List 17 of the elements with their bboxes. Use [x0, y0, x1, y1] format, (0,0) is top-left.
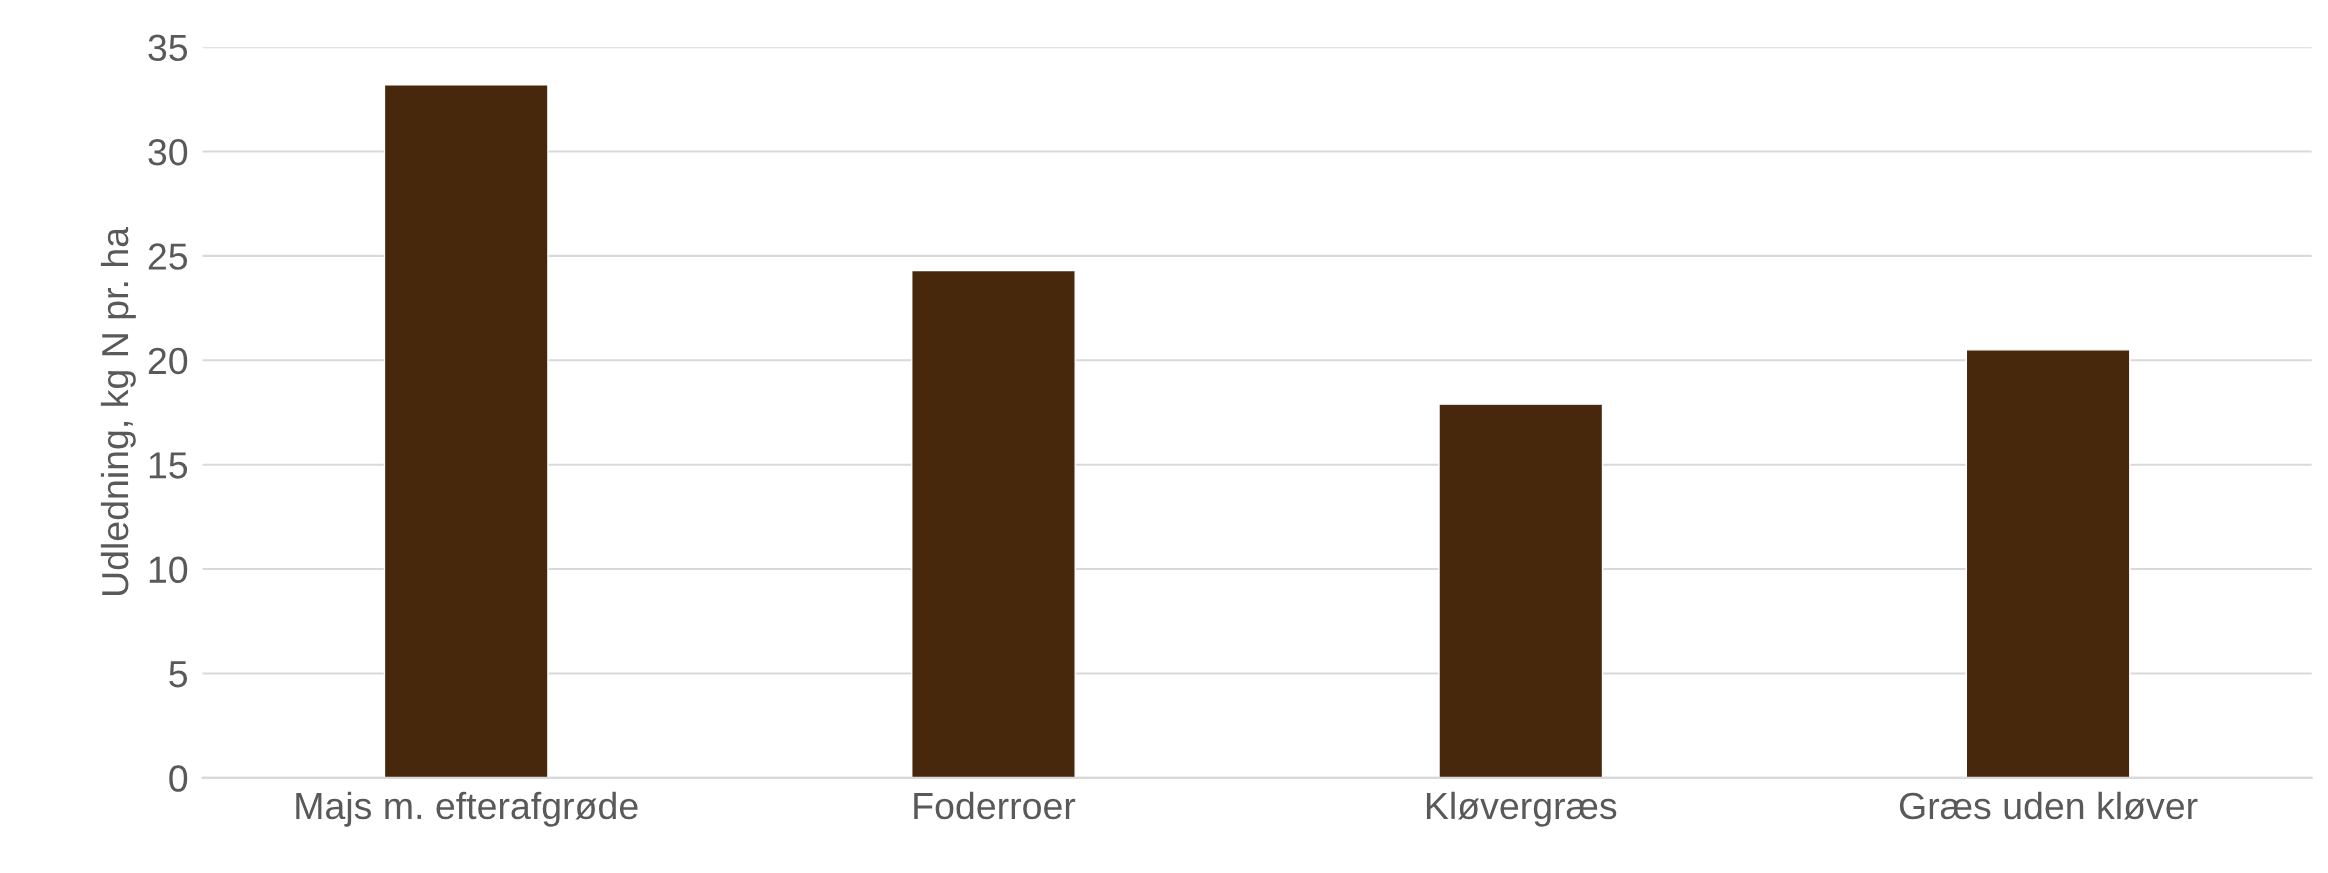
x-tick-label: Foderroer: [914, 791, 1076, 820]
y-tick-label: 0: [169, 765, 188, 792]
bar: [911, 269, 1076, 778]
bar: [1965, 349, 2131, 778]
bar: [1438, 403, 1604, 778]
y-tick-label: 10: [149, 556, 188, 584]
x-tick-label: Kløvergræs: [1426, 791, 1617, 827]
y-tick-label: 5: [169, 661, 188, 688]
y-tick-label: 30: [148, 138, 188, 166]
y-tick-label: 25: [148, 243, 188, 270]
x-tick-label: Majs m. efterafgrøde: [296, 791, 638, 827]
y-tick-label: 15: [149, 452, 188, 479]
y-tick-label: 20: [148, 347, 188, 375]
bar: [383, 84, 549, 778]
y-tick-label: 35: [148, 34, 188, 62]
x-tick-label: Græs uden kløver: [1899, 791, 2198, 820]
y-axis-title: Udledning, kg N pr. ha: [100, 226, 136, 596]
